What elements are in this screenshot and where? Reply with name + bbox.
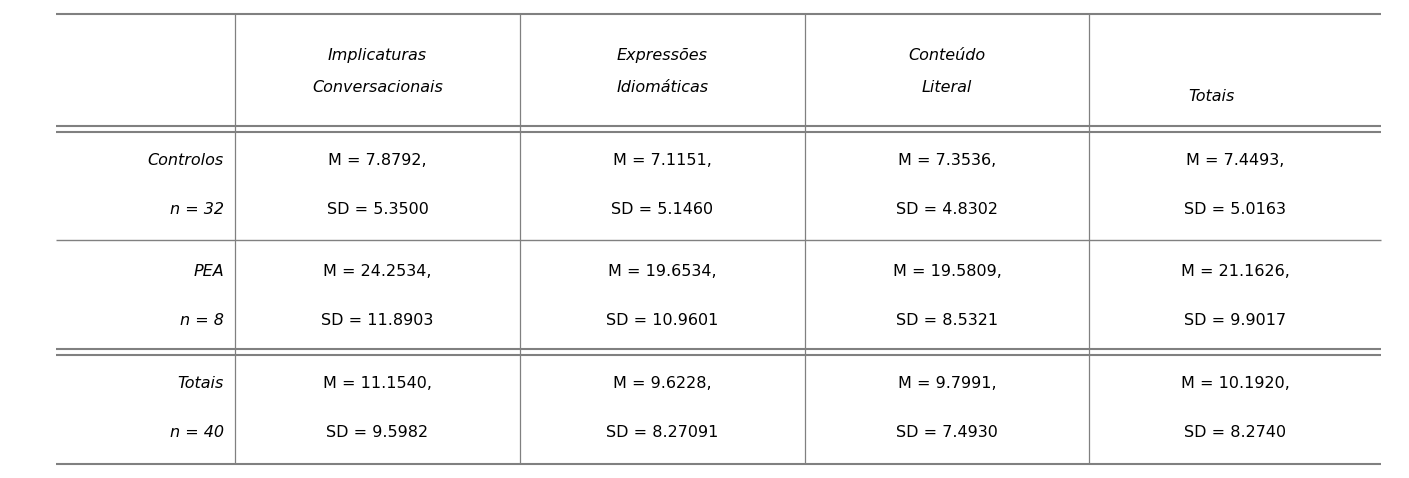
Text: SD = 7.4930: SD = 7.4930 (896, 425, 998, 440)
Text: Conteúdo: Conteúdo (909, 48, 986, 64)
Text: SD = 9.5982: SD = 9.5982 (327, 425, 428, 440)
Text: M = 7.1151,: M = 7.1151, (613, 152, 712, 168)
Text: M = 21.1626,: M = 21.1626, (1181, 264, 1289, 279)
Text: Idiomáticas: Idiomáticas (616, 80, 709, 95)
Text: SD = 8.2740: SD = 8.2740 (1184, 425, 1286, 440)
Text: SD = 4.8302: SD = 4.8302 (896, 202, 998, 217)
Text: M = 9.7991,: M = 9.7991, (898, 376, 996, 391)
Text: SD = 8.5321: SD = 8.5321 (896, 314, 998, 328)
Text: M = 11.1540,: M = 11.1540, (323, 376, 433, 391)
Text: SD = 5.3500: SD = 5.3500 (327, 202, 428, 217)
Text: Implicaturas: Implicaturas (328, 48, 427, 64)
Text: SD = 8.27091: SD = 8.27091 (606, 425, 719, 440)
Text: Conversacionais: Conversacionais (313, 80, 442, 95)
Text: SD = 5.0163: SD = 5.0163 (1184, 202, 1286, 217)
Text: M = 10.1920,: M = 10.1920, (1181, 376, 1289, 391)
Text: PEA: PEA (193, 264, 224, 279)
Text: Literal: Literal (921, 80, 972, 95)
Text: SD = 11.8903: SD = 11.8903 (321, 314, 434, 328)
Text: n = 8: n = 8 (180, 314, 224, 328)
Text: n = 32: n = 32 (170, 202, 224, 217)
Text: SD = 10.9601: SD = 10.9601 (606, 314, 719, 328)
Text: M = 19.5809,: M = 19.5809, (893, 264, 1002, 279)
Text: Totais: Totais (178, 376, 224, 391)
Text: M = 9.6228,: M = 9.6228, (613, 376, 712, 391)
Text: Controlos: Controlos (148, 152, 224, 168)
Text: M = 7.4493,: M = 7.4493, (1186, 152, 1285, 168)
Text: SD = 9.9017: SD = 9.9017 (1184, 314, 1286, 328)
Text: M = 7.3536,: M = 7.3536, (898, 152, 996, 168)
Text: M = 24.2534,: M = 24.2534, (323, 264, 431, 279)
Text: Expressões: Expressões (617, 48, 707, 64)
Text: n = 40: n = 40 (170, 425, 224, 440)
Text: M = 7.8792,: M = 7.8792, (328, 152, 427, 168)
Text: Totais: Totais (1189, 89, 1236, 104)
Text: M = 19.6534,: M = 19.6534, (609, 264, 717, 279)
Text: SD = 5.1460: SD = 5.1460 (612, 202, 713, 217)
